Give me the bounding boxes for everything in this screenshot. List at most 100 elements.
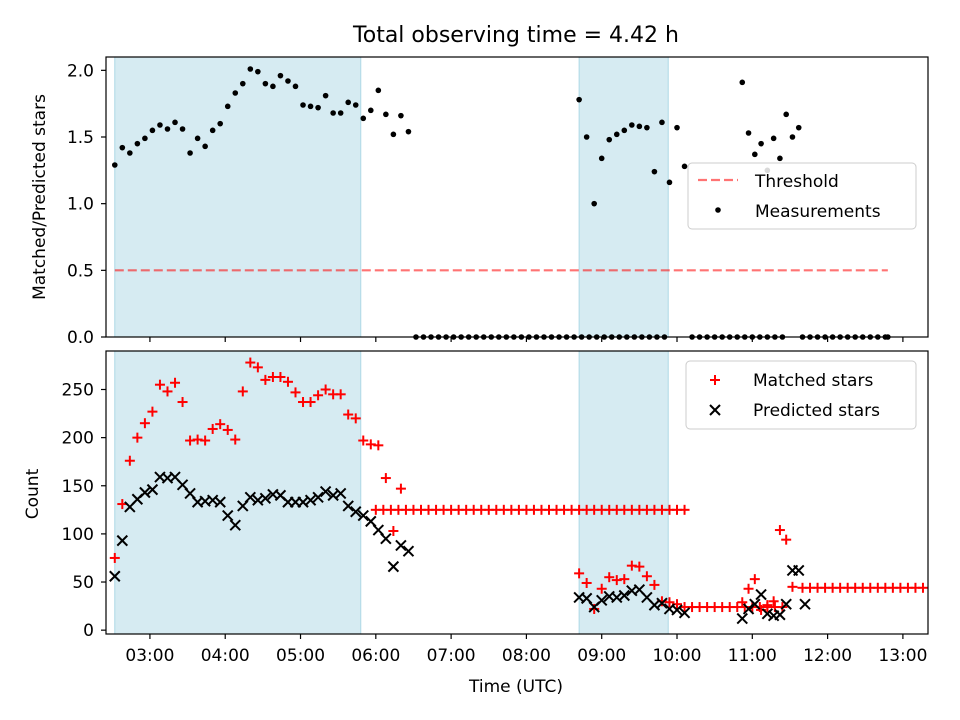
shaded-interval [578, 56, 669, 338]
matched-star-point [917, 582, 928, 593]
measurement-point [352, 102, 359, 108]
matched-star-point [664, 597, 675, 608]
matched-star-point [260, 374, 271, 385]
matched-star-point [619, 574, 630, 585]
predicted-star-point [116, 534, 129, 547]
measurement-point [255, 68, 261, 75]
matched-star-point [350, 413, 361, 424]
measurement-point [330, 110, 336, 116]
measurement-point [194, 135, 201, 142]
matched-star-point [679, 504, 690, 515]
measurement-point [783, 111, 789, 118]
matched-star-point [787, 581, 798, 592]
chart-title: Total observing time = 4.42 h [352, 23, 679, 48]
bottom-panel: Count Time (UTC) 0 50 100 150 200 250 03:00 04… [23, 350, 929, 697]
y-tick-label: 150 [62, 477, 94, 497]
matched-star-point [634, 561, 645, 572]
measurement-point [270, 83, 276, 90]
predicted-star-point [387, 560, 400, 573]
legend-threshold-label: Threshold [754, 172, 839, 192]
top-shaded-intervals [114, 56, 669, 338]
matched-star-point [139, 418, 150, 429]
y-tick-label: 0 [83, 621, 94, 641]
matched-star-point [132, 432, 143, 443]
measurement-point [307, 103, 314, 110]
matched-star-point [380, 473, 391, 484]
matched-star-point [162, 386, 173, 397]
predicted-star-point [736, 612, 748, 625]
predicted-star-point [304, 494, 317, 506]
matched-star-point [343, 409, 354, 420]
y-tick-label: 0.0 [67, 328, 94, 348]
matched-star-point [177, 397, 188, 408]
measurement-point [591, 200, 597, 207]
matched-star-point [749, 574, 760, 585]
measurement-point [636, 123, 643, 130]
x-tick-label: 13:00 [878, 646, 927, 666]
matched-star-point [170, 377, 181, 388]
x-tick-label: 09:00 [577, 646, 626, 666]
x-tick-label: 07:00 [427, 646, 476, 666]
bottom-y-axis-label: Count [23, 468, 43, 519]
measurement-point [202, 143, 208, 150]
matched-star-point [154, 379, 165, 390]
measurement-point [789, 134, 796, 140]
y-tick-label: 2.0 [67, 61, 94, 81]
measurement-point [613, 131, 620, 138]
y-tick-label: 1.0 [67, 195, 94, 215]
predicted-star-point [780, 598, 792, 610]
x-tick-label: 10:00 [653, 646, 702, 666]
measurement-point [644, 124, 650, 131]
measurement-point [262, 80, 269, 87]
legend-predicted-label: Predicted stars [753, 401, 880, 421]
predicted-star-point [402, 545, 415, 557]
x-tick-label: 05:00 [276, 646, 325, 666]
predicted-star-point [671, 604, 683, 616]
matched-star-point [781, 534, 792, 545]
measurement-point [315, 104, 321, 111]
legend-predicted-swatch [709, 404, 721, 416]
predicted-star-point [774, 609, 786, 621]
predicted-star-point [214, 496, 226, 508]
matched-star-point [581, 577, 592, 588]
measurement-point [598, 155, 605, 162]
measurement-point [224, 103, 231, 110]
legend-measurements-label: Measurements [755, 202, 881, 222]
matched-star-point [774, 525, 785, 536]
top-x-ticks [149, 337, 904, 342]
measurement-point [770, 135, 777, 142]
measurement-point [300, 102, 306, 108]
measurement-point [375, 87, 382, 94]
bottom-y-ticks: 0 50 100 150 200 250 [62, 381, 106, 641]
measurement-point [157, 122, 163, 128]
top-panel: Total observing time = 4.42 h Matched/Pr… [30, 23, 929, 348]
x-tick-label: 11:00 [728, 646, 777, 666]
predicted-star-point [755, 588, 767, 601]
predicted-star-point [350, 506, 362, 518]
measurement-point [383, 111, 389, 118]
measurement-point [127, 150, 133, 156]
predicted-star-point [656, 597, 668, 609]
measurement-point [681, 163, 688, 170]
y-tick-label: 1.5 [67, 128, 94, 148]
top-y-ticks: 0.0 0.5 1.0 1.5 2.0 [67, 61, 106, 348]
measurement-point [752, 151, 758, 158]
measurement-point [217, 120, 224, 127]
measurement-point [179, 126, 186, 132]
measurement-point [239, 80, 246, 87]
measurement-point [758, 140, 764, 147]
x-tick-label: 12:00 [803, 646, 852, 666]
measurement-point [345, 99, 352, 106]
measurement-point [795, 124, 802, 131]
measurement-point [629, 122, 635, 128]
measurement-point [187, 150, 193, 156]
predicted-star-point [259, 492, 272, 504]
matched-star-point [768, 596, 779, 607]
matched-star-point [275, 371, 286, 382]
matched-star-point [388, 526, 399, 537]
predicted-star-point [749, 598, 761, 610]
matched-star-point [222, 424, 233, 435]
predicted-star-point [395, 539, 407, 552]
x-tick-label: 08:00 [502, 646, 551, 666]
legend-measurements-swatch [715, 207, 721, 213]
